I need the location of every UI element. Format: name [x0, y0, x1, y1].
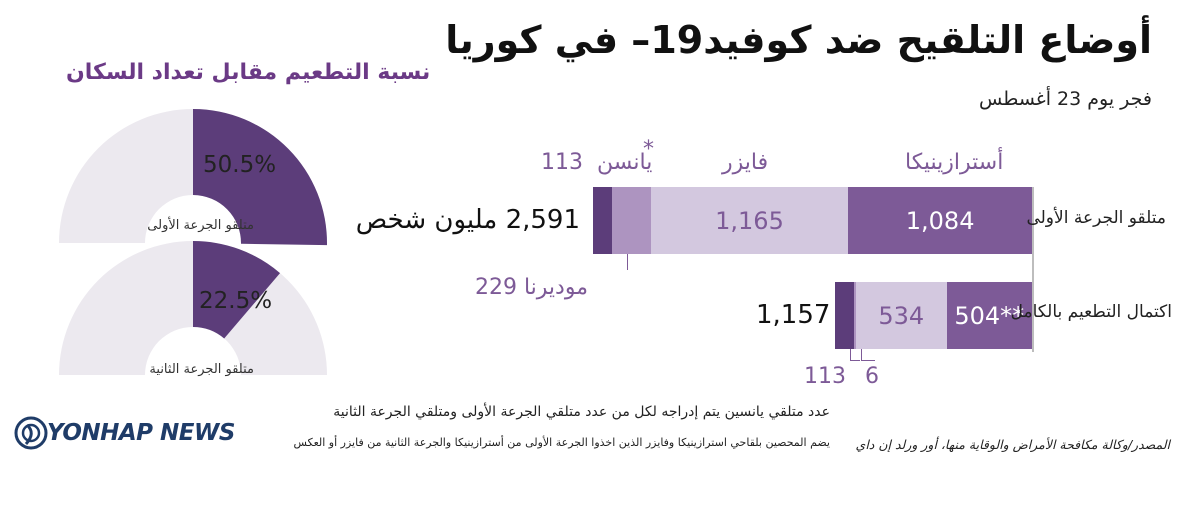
legend-janssen: يانسن — [597, 150, 653, 175]
janssen-callout-row2: 113 — [804, 364, 846, 389]
page-title: أوضاع التلقيح ضد كوفيد19– في كوريا — [445, 18, 1152, 62]
moderna-callout-line — [627, 254, 628, 270]
source-credit: المصدر/وكالة مكافحة الأمراض والوقاية منه… — [855, 437, 1170, 452]
bar-segment-janssen — [834, 282, 855, 349]
yonhap-logo-icon — [14, 416, 48, 450]
bar-baseline — [1032, 187, 1034, 352]
gauge-percent: 22.5% — [199, 288, 273, 314]
page-subtitle: فجر يوم 23 أغسطس — [979, 88, 1152, 110]
yonhap-logo: YONHAP NEWS — [47, 420, 235, 446]
row-total-first-dose: 2,591 مليون شخص — [355, 205, 580, 235]
bar-segment-pfizer: 1,165 — [650, 187, 849, 254]
bar-segment-moderna — [611, 187, 651, 254]
janssen-callout-line — [850, 360, 860, 361]
janssen-callout-line — [850, 349, 851, 361]
janssen-callout-row1: 113 — [541, 150, 583, 175]
bar-segment-pfizer: 534 — [856, 282, 947, 349]
gauge-fill — [193, 109, 327, 246]
janssen-footnote-mark: * — [643, 137, 654, 162]
row-label-fully-vaccinated: اكتمال التطعيم بالكامل — [1010, 302, 1172, 322]
bar-segment-astrazeneca: 504** — [946, 282, 1032, 349]
gauge-second-dose — [59, 241, 327, 375]
gauge-first-dose — [59, 109, 327, 246]
gauge-label: متلقو الجرعة الأولى — [147, 218, 254, 233]
bar-segment-moderna — [854, 282, 857, 349]
gauge-label: متلقو الجرعة الثانية — [149, 362, 254, 377]
gauge-percent: 50.5% — [203, 152, 277, 178]
row-total-fully-vaccinated: 1,157 — [756, 300, 831, 330]
bar-segment-astrazeneca: 1,084 — [848, 187, 1032, 254]
row-label-first-dose: متلقو الجرعة الأولى — [1026, 208, 1166, 228]
footnote-janssen: عدد متلقي يانسين يتم إدراجه لكل من عدد م… — [333, 404, 830, 420]
bar-segment-janssen — [592, 187, 612, 254]
bar-value-label: 534 — [878, 301, 925, 330]
gauge-section-title: نسبة التطعيم مقابل تعداد السكان — [66, 60, 431, 85]
moderna-callout-line — [861, 360, 875, 361]
bar-value-label: 504** — [954, 301, 1025, 330]
gauge-fill — [193, 241, 281, 339]
moderna-callout-line — [861, 349, 862, 361]
bar-value-label: 1,084 — [905, 206, 975, 235]
footnote-mixed: يضم المحصين بلقاحي استرازينيكا وفايزر ال… — [293, 436, 830, 449]
legend-pfizer: فايزر — [722, 150, 769, 175]
moderna-callout-row1: موديرنا 229 — [474, 275, 588, 300]
legend-astrazeneca: أسترازينيكا — [905, 150, 1004, 175]
moderna-callout-row2: 6 — [865, 364, 879, 389]
bar-value-label: 1,165 — [715, 206, 784, 235]
